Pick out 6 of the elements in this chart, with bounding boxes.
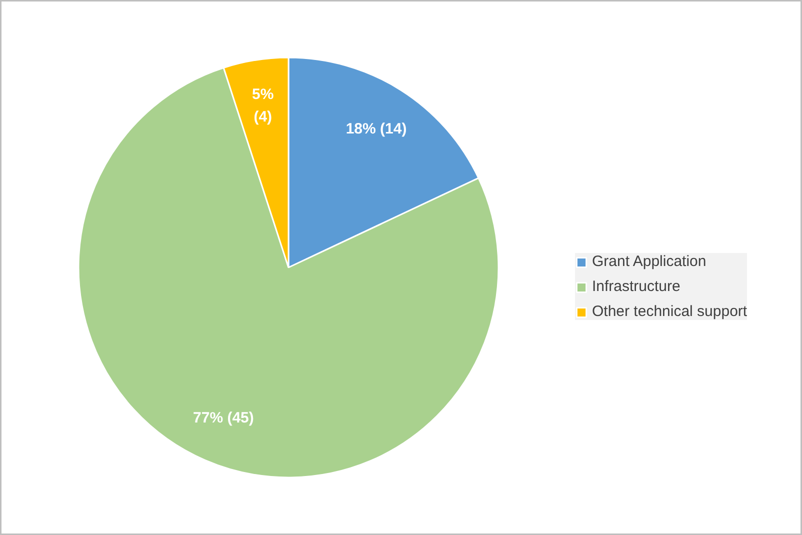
legend-label: Grant Application xyxy=(592,253,706,270)
legend-label: Infrastructure xyxy=(592,278,680,295)
data-label: 18% (14) xyxy=(346,120,407,138)
data-label: 5% (4) xyxy=(252,86,274,126)
data-label: 77% (45) xyxy=(193,409,254,426)
legend-label: Other technical support xyxy=(592,303,748,320)
